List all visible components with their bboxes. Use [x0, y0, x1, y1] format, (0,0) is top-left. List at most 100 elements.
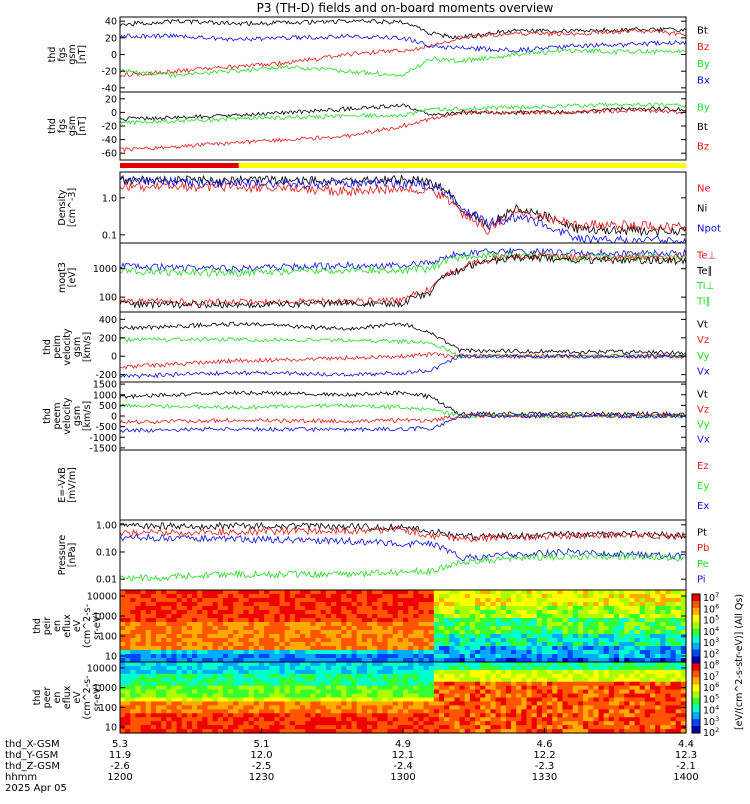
spectrogram-cell	[392, 630, 399, 635]
spectrogram-cell	[531, 693, 538, 699]
spectrogram-cell	[120, 713, 126, 718]
spectrogram-cell	[258, 622, 265, 627]
spectrogram-cell	[330, 713, 337, 718]
spectrogram-cell	[274, 685, 281, 691]
spectrogram-cell	[490, 654, 497, 659]
spectrogram-cell	[166, 693, 173, 699]
spectrogram-cell	[356, 693, 363, 699]
spectrogram-cell	[670, 630, 677, 635]
spectrogram-cell	[444, 685, 450, 691]
spectrogram-cell	[310, 606, 317, 611]
spectrogram-cell	[346, 614, 353, 619]
spectrogram-cell	[382, 602, 389, 607]
spectrogram-cell	[583, 610, 589, 615]
spectrogram-cell	[593, 729, 600, 734]
spectrogram-cell	[161, 594, 167, 599]
spectrogram-cell	[346, 598, 353, 603]
spectrogram-cell	[305, 614, 311, 619]
spectrogram-cell	[181, 717, 188, 722]
spectrogram-cell	[634, 677, 641, 683]
spectrogram-cell	[619, 721, 625, 726]
spectrogram-cell	[171, 606, 178, 611]
spectrogram-cell	[567, 693, 574, 699]
spectrogram-cell	[547, 594, 553, 599]
spectrogram-cell	[613, 705, 620, 710]
spectrogram-cell	[351, 614, 358, 619]
spectrogram-cell	[413, 713, 420, 718]
spectrogram-cell	[130, 630, 137, 635]
spectrogram-cell	[382, 614, 389, 619]
spectrogram-cell	[639, 693, 646, 699]
spectrogram-cell	[248, 665, 255, 671]
spectrogram-cell	[300, 693, 306, 699]
spectrogram-cell	[629, 634, 636, 639]
spectrogram-cell	[377, 701, 384, 706]
spectrogram-cell	[346, 594, 353, 599]
spectrogram-cell	[505, 610, 512, 615]
spectrogram-cell	[526, 705, 533, 710]
spectrogram-cell	[269, 634, 275, 639]
spectrogram-cell	[475, 610, 481, 615]
spectrogram-cell	[140, 725, 147, 730]
spectrogram-cell	[552, 721, 558, 726]
spectrogram-cell	[305, 662, 311, 667]
spectrogram-cell	[464, 598, 471, 603]
spectrogram-cell	[130, 717, 137, 722]
spectrogram-cell	[464, 665, 471, 671]
spectrogram-cell	[403, 650, 409, 655]
spectrogram-cell	[120, 642, 126, 647]
spectrogram-cell	[289, 713, 296, 718]
spectrogram-cell	[382, 626, 389, 631]
spectrogram-cell	[444, 614, 450, 619]
spectrogram-cell	[382, 662, 389, 667]
colorbar-tick-label: 102	[703, 726, 719, 739]
spectrogram-cell	[130, 626, 137, 631]
spectrogram-cell	[577, 717, 584, 722]
spectrogram-cell	[454, 646, 461, 651]
spectrogram-cell	[526, 622, 533, 627]
spectrogram-cell	[639, 642, 646, 647]
colorbar-tick-label: 106	[703, 602, 719, 615]
spectrogram-cell	[207, 673, 214, 679]
spectrogram-cell	[608, 602, 615, 607]
spectrogram-cell	[418, 705, 425, 710]
spectrogram-cell	[634, 622, 641, 627]
spectrogram-cell	[145, 650, 152, 655]
spectrogram-cell	[655, 681, 661, 687]
spectrogram-cell	[372, 701, 378, 706]
spectrogram-cell	[202, 654, 209, 659]
spectrogram-cell	[171, 697, 178, 703]
spectrogram-cell	[547, 630, 553, 635]
y-tick-label: -40	[101, 83, 117, 94]
spectrogram-cell	[454, 713, 461, 718]
spectrogram-cell	[629, 618, 636, 623]
spectrogram-cell	[176, 650, 183, 655]
spectrogram-cell	[598, 697, 605, 703]
spectrogram-cell	[521, 677, 528, 683]
colorbar-tick-base: 10	[703, 616, 715, 627]
x-axis-value: 1300	[390, 772, 415, 783]
spectrogram-cell	[511, 650, 517, 655]
spectrogram-cell	[619, 594, 625, 599]
spectrogram-cell	[284, 693, 291, 699]
spectrogram-cell	[639, 658, 646, 663]
spectrogram-cell	[665, 709, 672, 714]
spectrogram-cell	[464, 709, 471, 714]
spectrogram-cell	[577, 669, 584, 675]
spectrogram-cell	[619, 725, 625, 730]
spectrogram-cell	[475, 642, 481, 647]
spectrogram-cell	[248, 642, 255, 647]
spectrogram-cell	[171, 610, 178, 615]
spectrogram-cell	[536, 677, 543, 683]
spectrogram-cell	[192, 634, 198, 639]
spectrogram-cell	[505, 725, 512, 730]
legend-Ey: Ey	[697, 481, 709, 492]
spectrogram-cell	[258, 614, 265, 619]
spectrogram-cell	[217, 729, 224, 734]
spectrogram-cell	[330, 610, 337, 615]
spectrogram-cell	[598, 614, 605, 619]
spectrogram-cell	[511, 646, 517, 651]
spectrogram-cell	[238, 721, 245, 726]
spectrogram-cell	[202, 725, 209, 730]
spectrogram-cell	[608, 697, 615, 703]
